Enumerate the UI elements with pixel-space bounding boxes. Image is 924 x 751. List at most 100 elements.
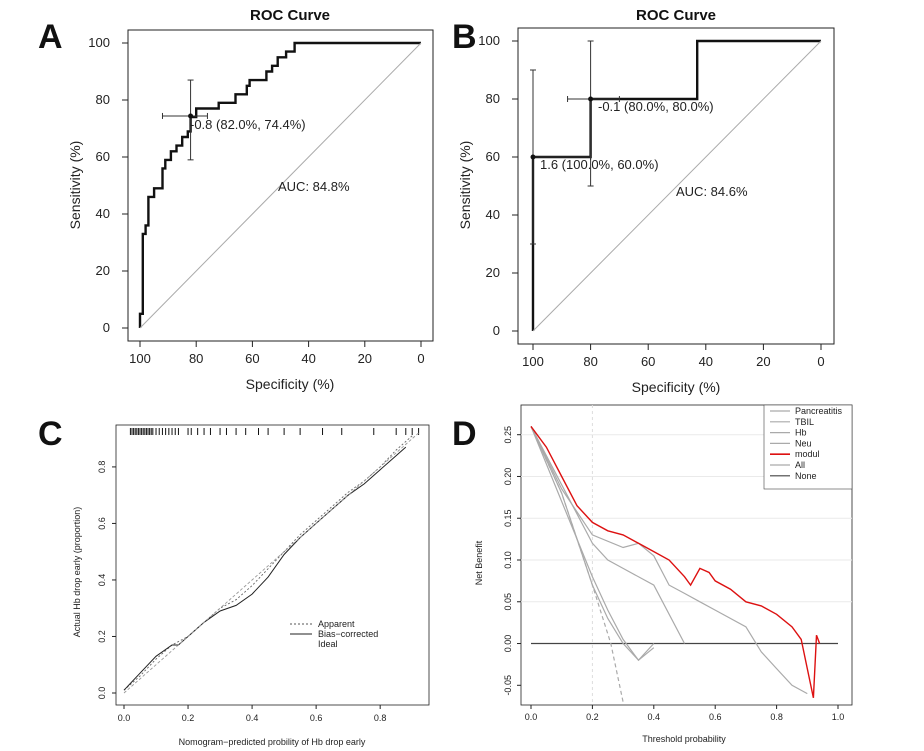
x-tick-label: 20 (756, 354, 770, 369)
y-tick-label: 0.00 (503, 635, 513, 653)
dca-line-pancreatitis (530, 426, 808, 695)
x-tick-label: 0.0 (118, 713, 131, 723)
panel-d-legend-box (763, 404, 853, 490)
x-tick-label: 80 (583, 354, 597, 369)
x-tick-label: 40 (301, 351, 315, 366)
x-tick-label: 0.2 (586, 712, 599, 722)
threshold-point (188, 113, 194, 119)
dca-line-modul (530, 425, 821, 698)
x-tick-label: 60 (245, 351, 259, 366)
panel-b-y-ticks: 0 20 40 60 80 100 (478, 33, 518, 338)
panel-d-plot-frame (520, 404, 853, 706)
legend-label-none: None (795, 471, 817, 481)
y-tick-label: 0.6 (97, 517, 107, 530)
y-tick-label: 60 (486, 149, 500, 164)
threshold-point (530, 154, 536, 160)
panel-c-y-ticks: 0.0 0.2 0.4 0.6 0.8 (97, 461, 116, 700)
panel-b-threshold-ci (530, 40, 620, 245)
legend-label-all: All (795, 460, 805, 470)
panel-c-series (123, 432, 419, 694)
x-tick-label: 0 (817, 354, 824, 369)
x-tick-label: 1.0 (832, 712, 845, 722)
panel-a-threshold-label: -0.8 (82.0%, 74.4%) (190, 117, 306, 132)
x-tick-label: 0 (417, 351, 424, 366)
x-tick-label: 60 (641, 354, 655, 369)
panel-c-plot-frame (115, 424, 430, 706)
panel-b-xlabel: Specificity (%) (632, 379, 721, 395)
y-tick-label: 20 (486, 265, 500, 280)
y-tick-label: 0.15 (503, 509, 513, 527)
panel-label-c: C (38, 415, 63, 453)
y-tick-label: 0.8 (97, 461, 107, 474)
panel-b-threshold-label-1: -0.1 (80.0%, 80.0%) (598, 99, 714, 114)
reference-diagonal (532, 40, 822, 332)
y-tick-label: 60 (96, 149, 110, 164)
panel-a-xlabel: Specificity (%) (246, 376, 335, 392)
legend-label-pancreatitis: Pancreatitis (795, 406, 843, 416)
y-tick-label: 80 (96, 92, 110, 107)
y-tick-label: 20 (96, 263, 110, 278)
panel-a-threshold-ci (161, 79, 208, 161)
dca-line-hb (530, 426, 686, 644)
panel-c-legend-bias: Bias−corrected (318, 629, 378, 639)
x-tick-label: 0.0 (525, 712, 538, 722)
x-tick-label: 0.6 (310, 713, 323, 723)
bias-corrected-line (123, 446, 407, 691)
panel-c-rug (129, 428, 420, 435)
dca-line-tbil (530, 426, 655, 662)
y-tick-label: 0.20 (503, 468, 513, 486)
y-tick-label: -0.05 (503, 675, 513, 696)
panel-d-dca-chart: 0.0 0.2 0.4 0.6 0.8 1.0 0.250.200.150.100.050… (474, 404, 853, 744)
panel-a-plot-frame (127, 29, 434, 342)
y-tick-label: 0 (493, 323, 500, 338)
x-tick-label: 0.6 (709, 712, 722, 722)
x-tick-label: 0.4 (648, 712, 661, 722)
y-tick-label: 100 (88, 35, 110, 50)
panel-label-d: D (452, 415, 477, 453)
panel-d-x-ticks: 0.0 0.2 0.4 0.6 0.8 1.0 (525, 705, 845, 722)
panel-c-x-ticks: 0.0 0.2 0.4 0.6 0.8 (118, 705, 387, 723)
panel-d-series (530, 425, 838, 703)
reference-diagonal (139, 42, 422, 329)
legend-label-hb: Hb (795, 428, 807, 438)
apparent-line (123, 435, 413, 691)
panel-a-ylabel: Sensitivity (%) (67, 141, 83, 230)
y-tick-label: 0.4 (97, 574, 107, 587)
panel-c-ylabel: Actual Hb drop early (proportion) (72, 507, 82, 638)
panel-label-b: B (452, 18, 477, 56)
x-tick-label: 80 (189, 351, 203, 366)
y-tick-label: 0 (103, 320, 110, 335)
panel-a-roc-chart: ROC Curve Specificity (%) Sensitivity (%… (67, 7, 434, 392)
ideal-line (123, 432, 419, 694)
panel-c-xlabel: Nomogram−predicted probility of Hb drop … (179, 737, 366, 747)
panel-d-xlabel: Threshold probability (642, 734, 726, 744)
x-tick-label: 100 (522, 354, 544, 369)
panel-label-a: A (38, 18, 63, 56)
x-tick-label: 0.2 (182, 713, 195, 723)
y-tick-label: 40 (96, 206, 110, 221)
y-tick-label: 0.0 (97, 687, 107, 700)
panel-b-title: ROC Curve (636, 7, 716, 24)
legend-label-modul: modul (795, 449, 820, 459)
panel-b-x-ticks: 100 80 60 40 20 0 (522, 344, 825, 369)
y-tick-label: 80 (486, 91, 500, 106)
legend-label-tbil: TBIL (795, 417, 814, 427)
x-tick-label: 100 (129, 351, 151, 366)
panel-a-auc-label: AUC: 84.8% (278, 179, 350, 194)
panel-c-calibration-chart: 0.0 0.2 0.4 0.6 0.8 0.0 0.2 0.4 0.6 0.8 Nomogram… (72, 424, 430, 747)
panel-d-ylabel: Net Benefit (474, 540, 484, 585)
y-tick-label: 0.2 (97, 630, 107, 643)
panel-a-y-ticks: 0 20 40 60 80 100 (88, 35, 128, 335)
panel-b-auc-label: AUC: 84.6% (676, 184, 748, 199)
panel-d-y-ticks: 0.25 0.20 0.15 0.10 0.05 0.00 -0.05 (503, 426, 521, 696)
panel-b-ylabel: Sensitivity (%) (457, 141, 473, 230)
panel-b-threshold-label-2: 1.6 (100.0%, 60.0%) (540, 157, 659, 172)
panel-b-plot-frame (517, 27, 835, 345)
dca-line-all (530, 426, 624, 703)
panel-a-title: ROC Curve (250, 7, 330, 24)
x-tick-label: 0.8 (374, 713, 387, 723)
x-tick-label: 40 (699, 354, 713, 369)
x-tick-label: 20 (358, 351, 372, 366)
